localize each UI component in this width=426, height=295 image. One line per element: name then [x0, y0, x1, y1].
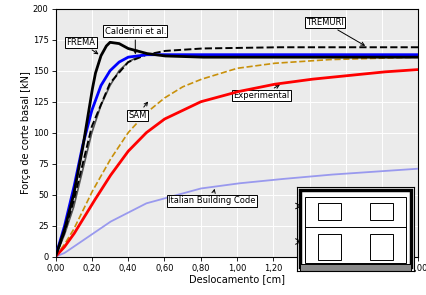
Text: FREMA: FREMA — [66, 38, 98, 54]
X-axis label: Deslocamento [cm]: Deslocamento [cm] — [189, 274, 284, 284]
Text: SAM: SAM — [128, 102, 147, 120]
Text: Italian Building Code: Italian Building Code — [168, 190, 255, 205]
Y-axis label: Força de corte basal [kN]: Força de corte basal [kN] — [21, 71, 31, 194]
Bar — [369, 203, 392, 220]
Text: TREMURI: TREMURI — [305, 18, 363, 45]
Text: Experimental: Experimental — [233, 85, 289, 100]
Bar — [369, 234, 392, 260]
Bar — [304, 197, 405, 263]
Text: Calderini et al.: Calderini et al. — [104, 27, 166, 53]
Bar — [317, 203, 341, 220]
Bar — [317, 234, 341, 260]
Bar — [299, 264, 410, 271]
